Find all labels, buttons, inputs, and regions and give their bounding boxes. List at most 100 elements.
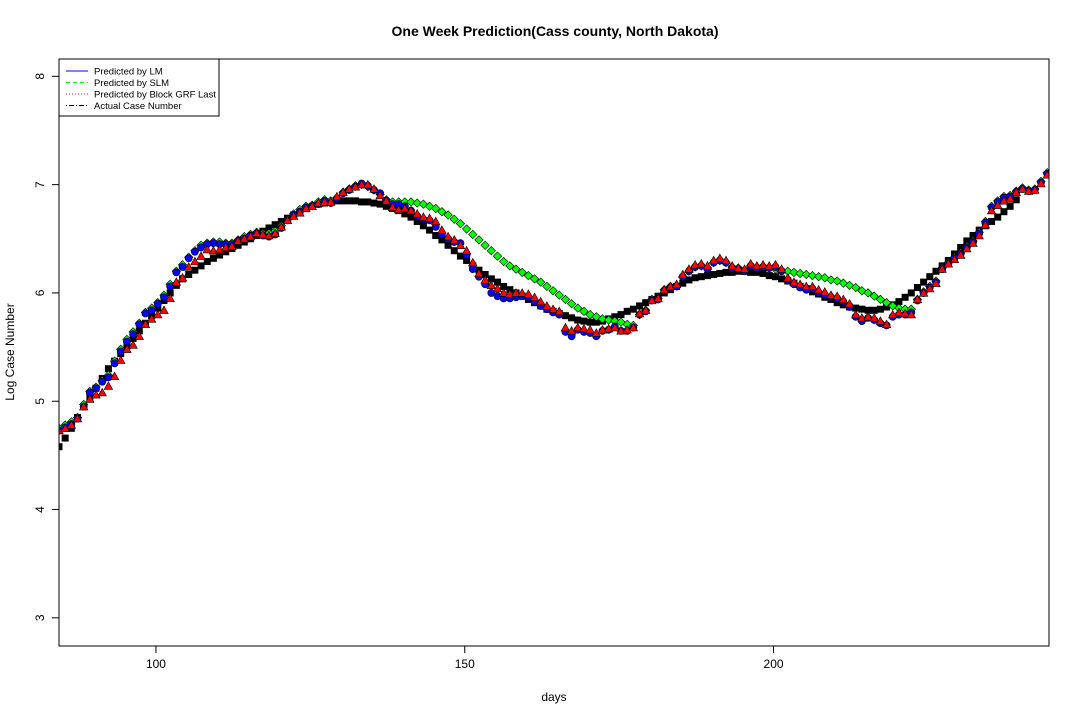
predicted-by-slm-point	[548, 286, 558, 296]
actual-case-number-point	[450, 247, 458, 255]
predicted-by-block-grf-last-point	[332, 191, 342, 201]
predicted-by-block-grf-last-point	[980, 219, 991, 229]
predicted-by-block-grf-last-point	[1055, 162, 1063, 170]
predicted-by-slm-point	[844, 280, 855, 290]
predicted-by-block-grf-last-point	[227, 241, 237, 251]
predicted-by-block-grf-last-point	[628, 322, 639, 332]
actual-case-number-point	[463, 256, 471, 264]
predicted-by-slm-point	[431, 203, 441, 214]
actual-case-number-point	[493, 278, 501, 286]
predicted-by-block-grf-last-point	[72, 413, 83, 423]
predicted-by-block-grf-last-point	[807, 281, 818, 291]
actual-case-number-point	[636, 302, 644, 310]
predicted-by-slm-point	[499, 256, 509, 267]
actual-case-number-point	[710, 271, 718, 279]
predicted-by-block-grf-last-point	[820, 287, 830, 296]
predicted-by-lm-point	[147, 306, 156, 315]
predicted-by-block-grf-last-point	[523, 289, 534, 298]
predicted-by-block-grf-last-point	[183, 262, 194, 271]
predicted-by-block-grf-last-point	[850, 309, 861, 319]
predicted-by-block-grf-last-point	[1036, 178, 1046, 188]
predicted-by-block-grf-last-point	[356, 179, 367, 189]
predicted-by-block-grf-last-point	[900, 308, 910, 318]
predicted-by-block-grf-last-point	[486, 280, 497, 290]
predicted-by-block-grf-last-point	[894, 307, 904, 317]
actual-case-number-point	[691, 274, 699, 282]
predicted-by-block-grf-last-point	[536, 296, 546, 306]
actual-case-number-point	[642, 299, 650, 307]
actual-case-number-point	[104, 365, 112, 373]
predicted-by-block-grf-last-point	[159, 305, 169, 314]
actual-case-number-point	[728, 268, 736, 276]
actual-case-number-point	[407, 213, 415, 221]
actual-case-number-point	[191, 266, 199, 274]
predicted-by-block-grf-last-point	[146, 314, 157, 323]
actual-case-number-point	[59, 443, 63, 451]
actual-case-number-point	[753, 268, 761, 276]
actual-case-number-point	[154, 304, 162, 312]
predicted-by-block-grf-last-point	[912, 294, 923, 304]
predicted-by-slm-point	[1055, 161, 1063, 169]
predicted-by-block-grf-last-point	[937, 264, 947, 273]
predicted-by-slm-point	[455, 218, 466, 229]
predicted-by-block-grf-last-point	[610, 322, 620, 332]
actual-case-number-point	[1012, 196, 1020, 204]
predicted-by-slm-point	[492, 251, 503, 261]
x-axis-label: days	[541, 690, 566, 704]
predicted-by-block-grf-last-point	[128, 340, 138, 349]
predicted-by-block-grf-last-point	[406, 205, 416, 215]
actual-case-number-point	[203, 258, 211, 266]
actual-case-number-point	[432, 232, 440, 240]
predicted-by-slm-point	[554, 290, 564, 300]
predicted-by-block-grf-last-point	[931, 278, 941, 287]
predicted-by-block-grf-last-point	[319, 197, 330, 206]
actual-case-number-point	[771, 273, 779, 281]
predicted-by-slm-point	[468, 229, 478, 240]
actual-case-number-point	[271, 221, 279, 229]
x-tick-label: 150	[455, 657, 475, 671]
predicted-by-block-grf-last-point	[727, 261, 737, 270]
predicted-by-block-grf-last-point	[986, 205, 997, 215]
predicted-by-slm-point	[881, 298, 892, 308]
predicted-by-block-grf-last-point	[795, 279, 805, 288]
predicted-by-slm-point	[838, 278, 848, 288]
predicted-by-block-grf-last-point	[400, 203, 410, 213]
actual-case-number-point	[1006, 202, 1014, 210]
actual-case-number-point	[722, 268, 730, 276]
predicted-by-lm-point	[141, 309, 150, 318]
predicted-by-lm-point	[166, 282, 175, 291]
actual-case-number-point	[456, 252, 464, 260]
predicted-by-lm-point	[1050, 165, 1057, 172]
predicted-by-block-grf-last-point	[838, 294, 849, 304]
predicted-by-block-grf-last-point	[968, 238, 978, 247]
predicted-by-block-grf-last-point	[134, 331, 144, 340]
actual-case-number-point	[629, 305, 637, 313]
predicted-by-block-grf-last-point	[387, 202, 398, 212]
actual-case-number-point	[382, 202, 390, 210]
predicted-by-block-grf-last-point	[548, 304, 558, 313]
actual-case-number-point	[419, 222, 427, 230]
actual-case-number-point	[216, 251, 224, 259]
actual-case-number-point	[623, 307, 631, 315]
predicted-by-block-grf-last-point	[122, 344, 132, 353]
plot-frame	[58, 58, 1050, 647]
predicted-by-block-grf-last-point	[424, 213, 435, 222]
predicted-by-block-grf-last-point	[993, 200, 1003, 209]
predicted-by-block-grf-last-point	[295, 207, 305, 217]
predicted-by-block-grf-last-point	[974, 230, 984, 240]
predicted-by-block-grf-last-point	[721, 255, 731, 265]
legend-label: Predicted by LM	[94, 67, 163, 78]
predicted-by-lm-point	[153, 299, 162, 308]
predicted-by-lm-point	[129, 330, 138, 338]
actual-case-number-point	[679, 279, 687, 287]
actual-case-number-point	[957, 243, 965, 251]
predicted-by-block-grf-last-point	[251, 228, 262, 238]
predicted-by-block-grf-last-point	[715, 253, 725, 262]
predicted-by-slm-point	[597, 314, 608, 324]
predicted-by-block-grf-last-point	[696, 258, 707, 268]
predicted-by-block-grf-last-point	[702, 261, 713, 270]
actual-case-number-point	[833, 299, 841, 307]
predicted-by-block-grf-last-point	[684, 264, 694, 273]
predicted-by-slm-point	[875, 294, 886, 305]
